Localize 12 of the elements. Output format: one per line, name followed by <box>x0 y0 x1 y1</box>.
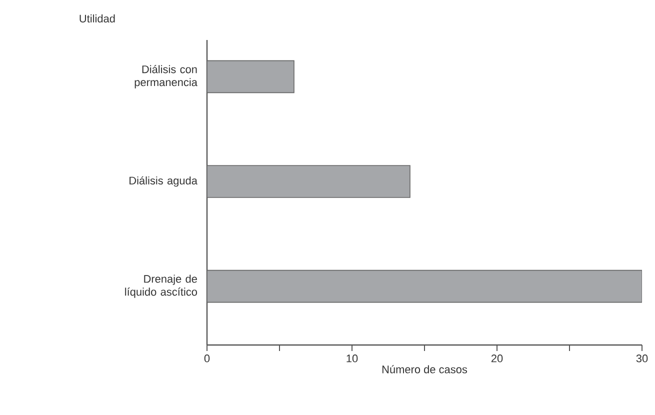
bar <box>207 270 642 303</box>
y-tick-label: Drenaje de líquido ascítico <box>125 274 197 298</box>
y-tick-label: Diálisis aguda <box>130 176 198 187</box>
x-axis-title: Número de casos <box>382 365 468 374</box>
x-tick-label: 10 <box>346 354 358 362</box>
x-tick-label: 30 <box>636 354 648 362</box>
bar <box>207 165 410 198</box>
y-tick-label: Diálisis con permanencia <box>134 65 198 88</box>
y-axis-title: Utilidad <box>80 14 115 22</box>
x-tick-label: 0 <box>204 354 210 362</box>
x-tick-label: 20 <box>491 354 503 362</box>
bar <box>207 60 294 94</box>
